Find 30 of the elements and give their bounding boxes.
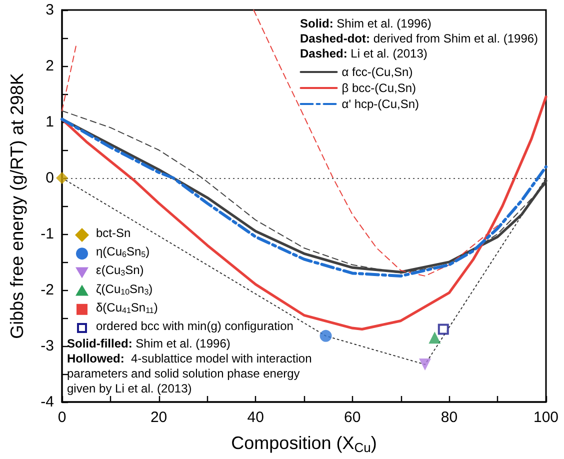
- legend-label: α' hcp-(Cu,Sn): [342, 97, 420, 111]
- legend-label: β bcc-(Cu,Sn): [342, 81, 416, 95]
- legend-label: α fcc-(Cu,Sn): [342, 65, 413, 79]
- point: [438, 324, 449, 335]
- annotation: Solid: Shim et al. (1996): [300, 16, 432, 30]
- point: [428, 332, 441, 344]
- y-tick-label: 2: [46, 58, 54, 74]
- y-axis-title: Gibbs free energy (g/RT) at 298K: [7, 73, 27, 339]
- x-tick-label: 80: [440, 409, 458, 426]
- y-tick-label: -3: [40, 338, 54, 354]
- annotation: Solid-filled: Shim et al. (1996): [67, 336, 230, 350]
- y-tick-label: -1: [40, 226, 54, 242]
- annotation: Hollowed: 4-sublattice model with interaction parameters and solid solution phase energy given by Li et al. (2013): [67, 352, 312, 396]
- y-tick-label: 0: [46, 170, 54, 186]
- point: [320, 330, 332, 342]
- point: [56, 172, 68, 184]
- annotation: Dashed-dot: derived from Shim et al. (1996): [300, 32, 538, 46]
- x-tick-label: 60: [344, 409, 361, 426]
- x-tick-label: 0: [58, 409, 66, 426]
- legend-label: bct-Sn: [96, 226, 131, 240]
- y-tick-label: 3: [46, 2, 54, 18]
- y-tick-label: -2: [40, 282, 54, 298]
- x-tick-label: 100: [533, 409, 559, 426]
- point: [419, 358, 431, 370]
- x-tick-label: 40: [247, 409, 264, 426]
- y-tick-label: -4: [40, 394, 54, 410]
- y-tick-label: 1: [46, 114, 54, 130]
- x-tick-label: 20: [150, 409, 168, 426]
- annotation: Dashed: Li et al. (2013): [300, 46, 428, 60]
- legend-label: ordered bcc with min(g) configuration: [96, 319, 294, 333]
